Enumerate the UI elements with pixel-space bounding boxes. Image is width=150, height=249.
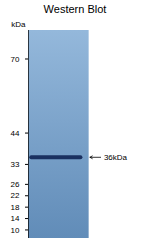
svg-text:10: 10: [11, 226, 20, 235]
svg-text:18: 18: [11, 203, 20, 212]
svg-text:70: 70: [11, 55, 20, 64]
svg-text:33: 33: [11, 160, 20, 169]
svg-text:26: 26: [11, 180, 20, 189]
svg-text:36kDa: 36kDa: [104, 153, 128, 162]
svg-text:kDa: kDa: [11, 20, 26, 29]
svg-text:44: 44: [11, 129, 20, 138]
svg-text:22: 22: [11, 191, 20, 200]
html-text:Western Blot: Western Blot: [43, 3, 107, 15]
svg-text:14: 14: [11, 214, 20, 223]
